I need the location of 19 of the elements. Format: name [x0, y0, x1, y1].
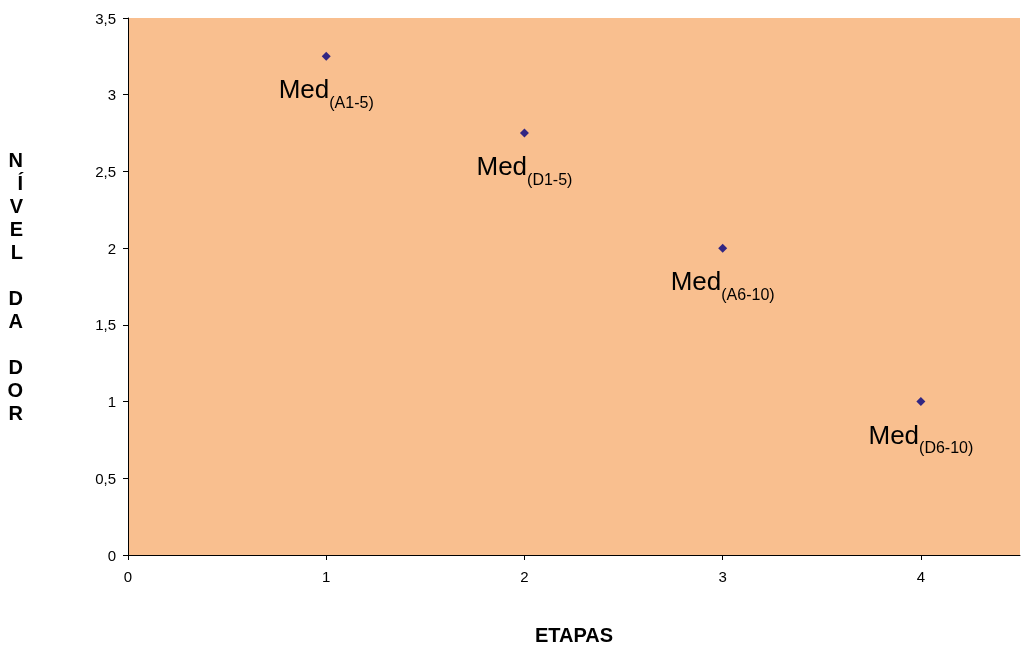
- y-tick-label: 3,5: [95, 9, 116, 27]
- point: [718, 243, 728, 253]
- y-tick-label: 0: [107, 546, 116, 564]
- x-axis-title: ETAPAS: [534, 624, 614, 646]
- x-tick-label: 2: [520, 568, 529, 585]
- point: [321, 51, 331, 61]
- y-tick-label: 3: [107, 86, 116, 104]
- y-tick-label: 2: [107, 239, 116, 257]
- point: [916, 397, 926, 407]
- y-tick-label: 1: [107, 393, 116, 411]
- text: NÍVEL DA DOR: [7, 149, 23, 424]
- y-tick-label: 0,5: [95, 469, 116, 487]
- x-tick-label: 4: [916, 568, 926, 585]
- x-tick-label: 1: [322, 568, 331, 585]
- y-tick-label: 1,5: [95, 316, 116, 334]
- y-tick-label: 2,5: [95, 162, 116, 180]
- x-tick-label: 0: [123, 568, 133, 585]
- point: [519, 128, 529, 138]
- x-tick-label: 3: [718, 568, 727, 585]
